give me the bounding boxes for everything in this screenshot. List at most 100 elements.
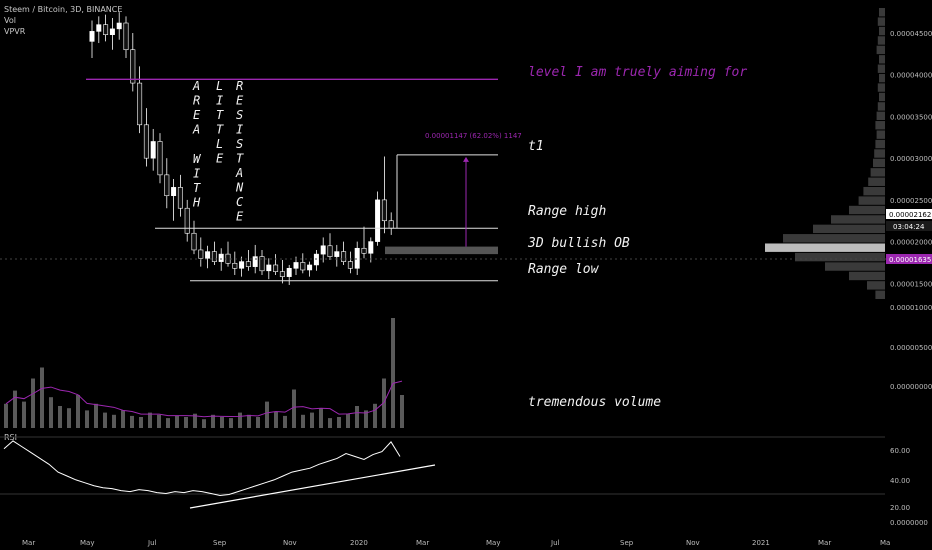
- volume-bar: [40, 367, 44, 428]
- volume-annotation: tremendous volume: [528, 395, 661, 410]
- volume-bar: [256, 417, 260, 428]
- time-tick-label: Nov: [686, 539, 700, 547]
- candle-body: [381, 199, 387, 222]
- volume-ma-line: [5, 380, 403, 418]
- rsi-tick-label: 60.00: [890, 447, 910, 455]
- vpvr-row: [867, 281, 885, 290]
- indicator-vol-label: Vol: [4, 16, 16, 25]
- candle-body: [361, 247, 367, 254]
- price-axis[interactable]: 0.00004500 0.00004000 0.00003500 0.00003000…: [890, 30, 932, 391]
- vpvr-row: [874, 149, 885, 158]
- time-tick-label: Jul: [550, 539, 560, 547]
- candle-body: [347, 261, 353, 269]
- vertical-letter: I: [216, 94, 223, 108]
- candle-body: [150, 141, 156, 159]
- volume-bar: [139, 417, 143, 428]
- vertical-letter: E: [216, 152, 224, 166]
- ob-annotation: 3D bullish OB: [527, 236, 630, 251]
- vertical-letter: W: [193, 152, 202, 166]
- poc-badge: [886, 254, 932, 264]
- volume-bar: [319, 408, 323, 428]
- candle-body: [252, 256, 258, 267]
- price-tick-label: 0.00002000: [890, 239, 932, 247]
- vertical-letter: I: [236, 123, 243, 137]
- candle-body: [103, 24, 109, 35]
- candle-body: [279, 271, 285, 277]
- price-tick-label: 0.00003000: [890, 155, 932, 163]
- volume-bar: [103, 412, 107, 428]
- volume-bar: [373, 403, 377, 428]
- vpvr-row: [877, 64, 885, 73]
- vertical-letter: R: [236, 79, 243, 93]
- price-tick-label: 0.00002500: [890, 197, 932, 205]
- volume-bar: [346, 413, 350, 428]
- volume-bar: [184, 417, 188, 428]
- measure-label: 0.00001147 (62.02%) 1147: [425, 132, 522, 140]
- candle-body: [266, 264, 272, 272]
- volume-bar: [157, 414, 161, 428]
- vertical-letter: I: [193, 167, 200, 181]
- candle-body: [164, 174, 170, 197]
- volume-bar: [130, 415, 134, 428]
- rsi-line: [3, 440, 401, 497]
- candle-body: [177, 187, 183, 209]
- volume-bar: [166, 418, 170, 428]
- candle-body: [218, 253, 224, 262]
- time-axis[interactable]: Mar May Jul Sep Nov 2020 Mar May Jul Sep Nov 2021 Ma…: [22, 539, 890, 547]
- vertical-letter: E: [193, 108, 201, 122]
- volume-bar: [31, 378, 35, 428]
- rsi-tick-label: 0.0000000: [890, 519, 928, 527]
- vpvr-row: [876, 45, 885, 55]
- candle-body: [184, 207, 190, 234]
- vpvr-row: [877, 102, 885, 111]
- countdown-value: 03:04:24: [893, 223, 925, 231]
- volume-bar: [265, 401, 269, 428]
- candle-body: [232, 262, 238, 269]
- vpvr-row: [877, 36, 885, 45]
- rsi-tick-label: 40.00: [890, 477, 910, 485]
- vertical-letter: A: [235, 166, 243, 180]
- vertical-letter: C: [236, 195, 244, 209]
- volume-bar: [148, 412, 152, 428]
- vpvr-row: [879, 26, 885, 36]
- vertical-letter: N: [235, 181, 244, 195]
- bullish-ob-zone[interactable]: [385, 246, 498, 255]
- volume-bar: [391, 318, 395, 428]
- vertical-letter: E: [236, 210, 244, 224]
- volume-bar: [301, 414, 305, 428]
- candle-body: [171, 187, 177, 197]
- candle-body: [334, 251, 340, 257]
- price-tick-label: 0.00001000: [890, 304, 932, 312]
- candle-body: [211, 251, 217, 262]
- vpvr-row: [876, 130, 885, 139]
- volume-bar: [22, 401, 26, 428]
- volume-bar: [247, 414, 251, 428]
- vpvr-row: [875, 290, 885, 299]
- vertical-letter: H: [192, 196, 201, 210]
- candle-body: [293, 262, 299, 269]
- vpvr-row: [783, 234, 885, 243]
- vpvr-row: [858, 196, 885, 205]
- candle-body: [273, 264, 279, 272]
- candle-body: [109, 28, 115, 35]
- price-tick-label: 0.00001500: [890, 280, 932, 288]
- price-tick-label: 0.00004000: [890, 72, 932, 80]
- candle-body: [259, 256, 265, 272]
- time-tick-label: Mar: [22, 539, 35, 547]
- candle-body: [388, 220, 394, 229]
- vpvr-row: [825, 262, 885, 271]
- vpvr-row: [870, 168, 885, 177]
- time-tick-label: Sep: [213, 539, 227, 547]
- rsi-trendline[interactable]: [189, 464, 436, 509]
- volume-bar: [193, 413, 197, 428]
- volume-bar: [58, 406, 62, 428]
- vpvr-row: [863, 186, 885, 196]
- time-tick-label: Jul: [147, 539, 157, 547]
- volume-bar: [364, 410, 368, 428]
- vpvr-row: [879, 8, 885, 17]
- candle-body: [191, 232, 197, 251]
- volume-bar: [49, 397, 53, 428]
- vpvr-row: [765, 243, 885, 252]
